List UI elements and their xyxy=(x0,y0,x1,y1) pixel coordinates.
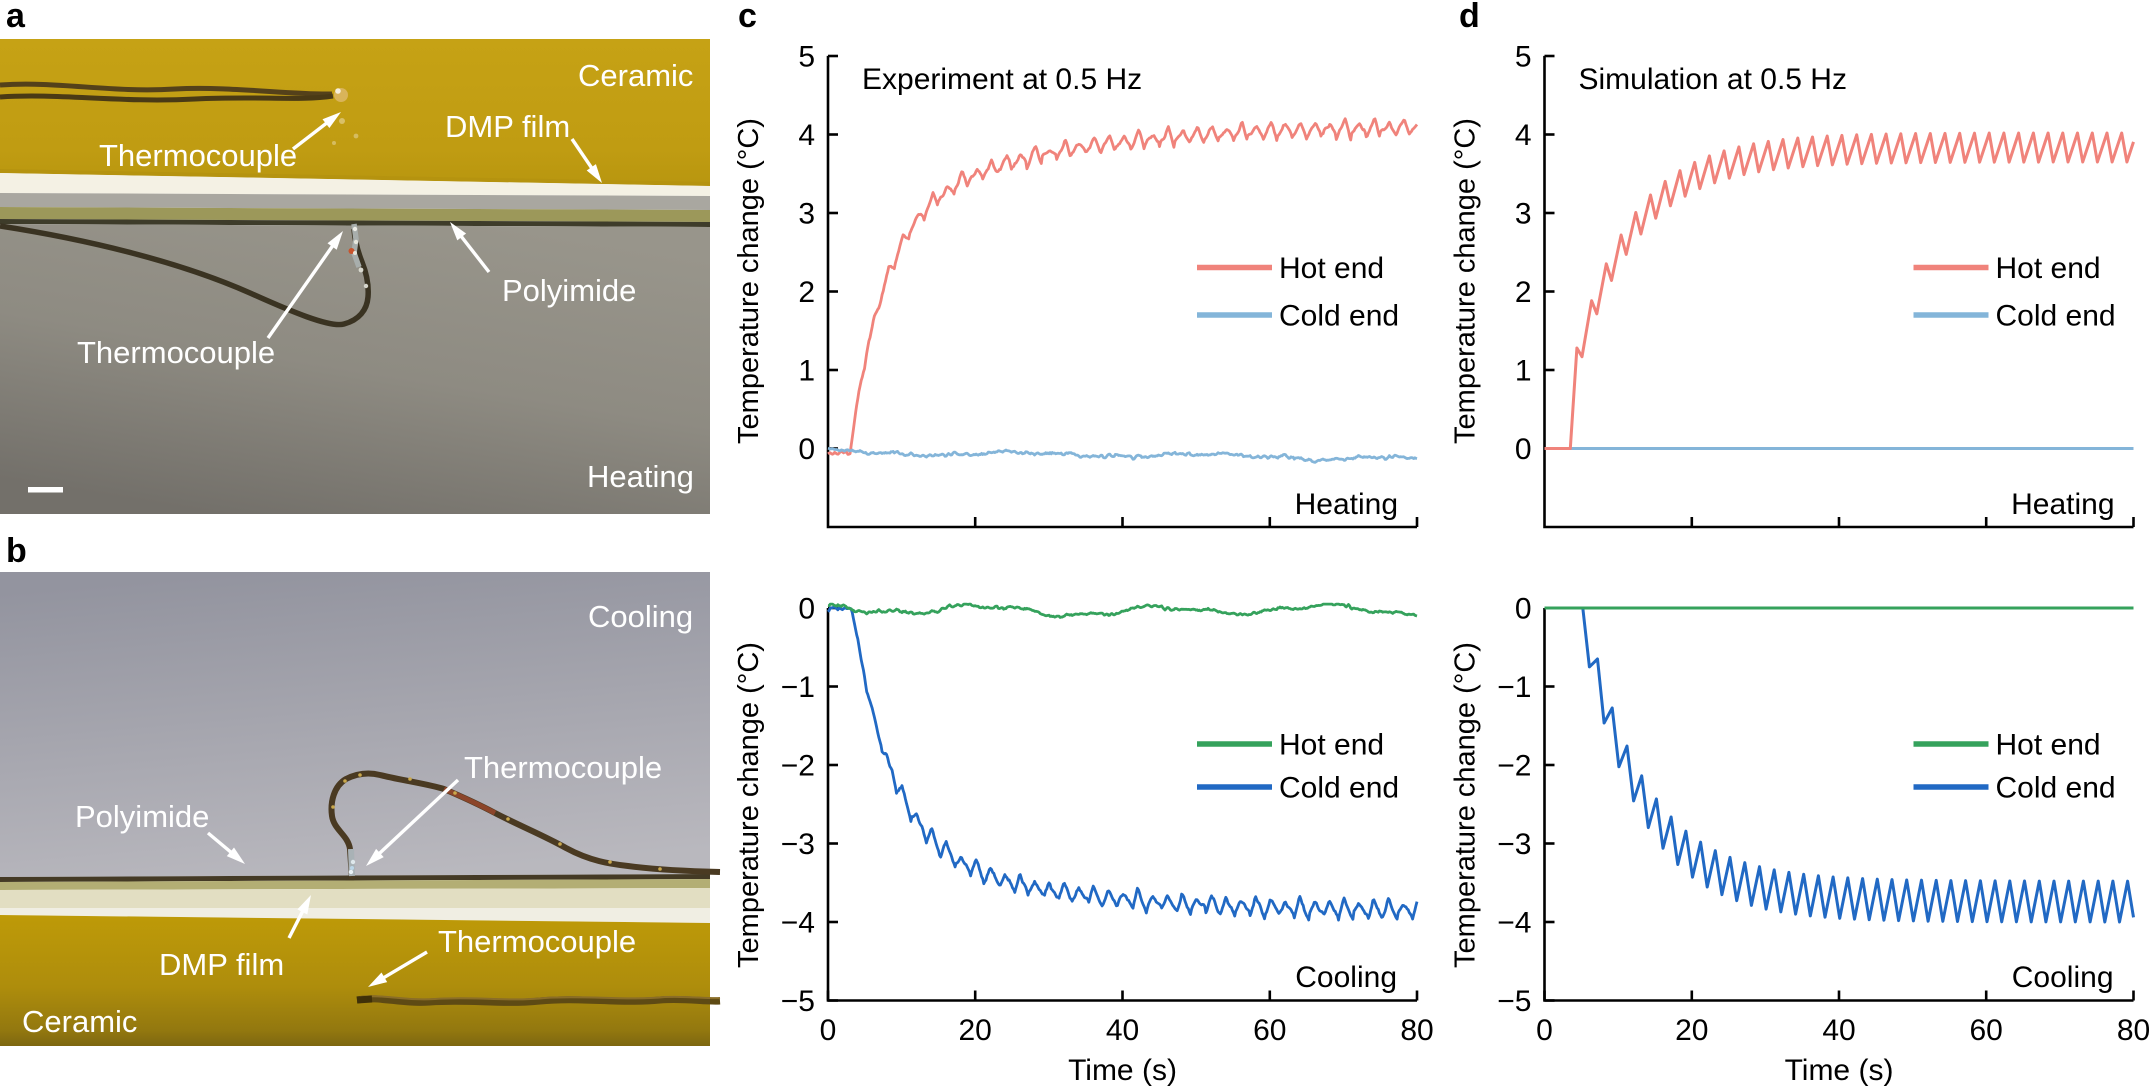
svg-text:−5: −5 xyxy=(781,985,815,1018)
svg-text:5: 5 xyxy=(1515,41,1532,74)
svg-text:Cold end: Cold end xyxy=(1996,772,2116,805)
svg-text:40: 40 xyxy=(1106,1014,1139,1047)
svg-text:Cooling: Cooling xyxy=(1295,961,1397,994)
svg-text:−3: −3 xyxy=(1497,828,1531,861)
svg-text:0: 0 xyxy=(1515,593,1532,626)
svg-text:Polyimide: Polyimide xyxy=(502,273,636,308)
svg-text:Thermocouple: Thermocouple xyxy=(438,924,636,959)
svg-text:a: a xyxy=(6,0,26,35)
svg-text:Temperature change (°C): Temperature change (°C) xyxy=(733,642,765,968)
svg-text:c: c xyxy=(738,0,757,35)
svg-text:60: 60 xyxy=(1970,1014,2003,1047)
svg-text:0: 0 xyxy=(1515,433,1532,466)
svg-text:3: 3 xyxy=(798,198,815,231)
svg-text:Heating: Heating xyxy=(2011,488,2114,521)
svg-text:Time (s): Time (s) xyxy=(1785,1054,1894,1086)
svg-text:Cooling: Cooling xyxy=(2012,961,2114,994)
svg-text:Hot end: Hot end xyxy=(1996,252,2101,285)
svg-text:Temperature change (°C): Temperature change (°C) xyxy=(1450,118,1482,444)
svg-text:Polyimide: Polyimide xyxy=(75,799,209,834)
svg-text:Hot end: Hot end xyxy=(1279,252,1384,285)
svg-text:0: 0 xyxy=(1536,1014,1553,1047)
svg-text:d: d xyxy=(1459,0,1480,35)
svg-text:Heating: Heating xyxy=(1295,488,1398,521)
svg-text:Thermocouple: Thermocouple xyxy=(99,138,297,173)
svg-text:Cold end: Cold end xyxy=(1279,300,1399,333)
svg-text:0: 0 xyxy=(798,593,815,626)
svg-text:60: 60 xyxy=(1253,1014,1286,1047)
svg-text:80: 80 xyxy=(1400,1014,1433,1047)
svg-text:−2: −2 xyxy=(781,750,815,783)
svg-text:Thermocouple: Thermocouple xyxy=(77,335,275,370)
svg-text:−1: −1 xyxy=(781,671,815,704)
svg-text:0: 0 xyxy=(820,1014,837,1047)
svg-text:−2: −2 xyxy=(1497,750,1531,783)
svg-text:−3: −3 xyxy=(781,828,815,861)
svg-text:4: 4 xyxy=(1515,119,1532,152)
svg-text:1: 1 xyxy=(798,355,815,388)
svg-text:Simulation at 0.5 Hz: Simulation at 0.5 Hz xyxy=(1579,63,1847,96)
svg-text:DMP film: DMP film xyxy=(445,109,570,144)
svg-text:Hot end: Hot end xyxy=(1279,729,1384,762)
svg-text:Thermocouple: Thermocouple xyxy=(464,750,662,785)
svg-text:Temperature change (°C): Temperature change (°C) xyxy=(1450,642,1482,968)
svg-text:Experiment at 0.5 Hz: Experiment at 0.5 Hz xyxy=(862,63,1142,96)
svg-text:−1: −1 xyxy=(1497,671,1531,704)
svg-text:DMP film: DMP film xyxy=(159,947,284,982)
svg-text:3: 3 xyxy=(1515,198,1532,231)
svg-text:2: 2 xyxy=(1515,276,1532,309)
svg-text:Time (s): Time (s) xyxy=(1068,1054,1177,1086)
svg-text:Cooling: Cooling xyxy=(588,599,693,634)
svg-text:−4: −4 xyxy=(1497,907,1531,940)
svg-text:Cold end: Cold end xyxy=(1279,772,1399,805)
svg-text:−4: −4 xyxy=(781,907,815,940)
svg-text:Hot end: Hot end xyxy=(1996,729,2101,762)
svg-text:40: 40 xyxy=(1822,1014,1855,1047)
svg-text:4: 4 xyxy=(798,119,815,152)
svg-text:Cold end: Cold end xyxy=(1996,300,2116,333)
svg-text:5: 5 xyxy=(798,41,815,74)
svg-text:0: 0 xyxy=(798,433,815,466)
svg-text:2: 2 xyxy=(798,276,815,309)
svg-text:b: b xyxy=(6,532,27,570)
svg-text:Ceramic: Ceramic xyxy=(578,58,693,93)
svg-text:20: 20 xyxy=(959,1014,992,1047)
svg-text:Ceramic: Ceramic xyxy=(22,1004,137,1039)
svg-text:Temperature change (°C): Temperature change (°C) xyxy=(733,118,765,444)
svg-text:20: 20 xyxy=(1675,1014,1708,1047)
svg-text:80: 80 xyxy=(2117,1014,2150,1047)
svg-text:1: 1 xyxy=(1515,355,1532,388)
svg-text:Heating: Heating xyxy=(587,459,694,494)
svg-text:−5: −5 xyxy=(1497,985,1531,1018)
